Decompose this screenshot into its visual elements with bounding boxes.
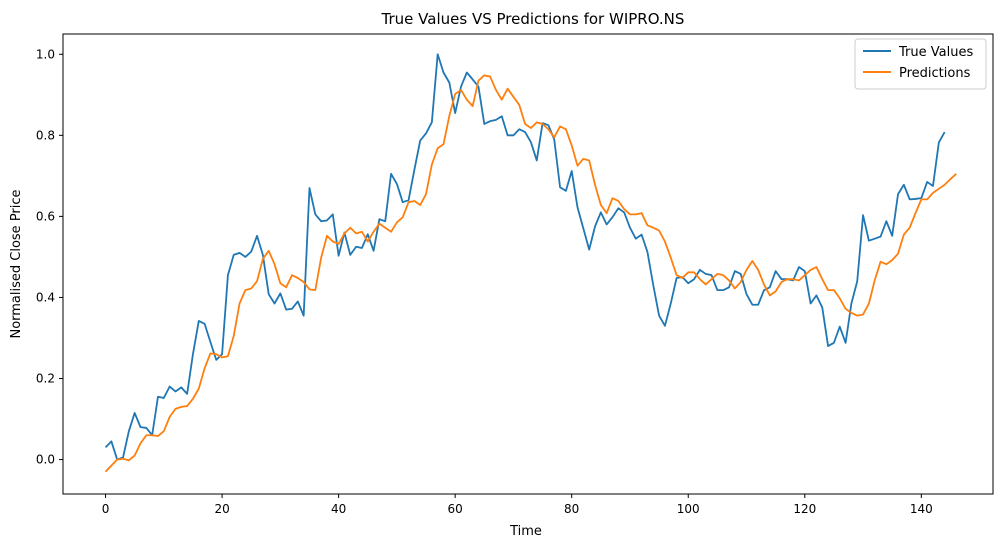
x-axis: 0 20 40 60 80 100 120 140 [102, 494, 933, 516]
series-layer [104, 53, 957, 473]
legend: True Values Predictions [854, 38, 987, 90]
legend-label-predictions: Predictions [899, 66, 971, 81]
plot-frame [62, 33, 994, 495]
x-tick-label: 60 [448, 502, 463, 516]
x-tick-label: 100 [677, 502, 700, 516]
y-tick-label: 0.2 [36, 371, 55, 385]
chart-title: True Values VS Predictions for WIPRO.NS [381, 10, 685, 28]
y-axis-title: Normalised Close Price [9, 189, 24, 338]
x-tick-label: 0 [102, 502, 110, 516]
x-tick-label: 40 [331, 502, 346, 516]
legend-label-true-values: True Values [898, 45, 973, 60]
x-tick-label: 140 [910, 502, 933, 516]
y-tick-label: 0.4 [36, 290, 55, 304]
x-tick-label: 80 [564, 502, 579, 516]
y-tick-label: 0.6 [36, 209, 55, 223]
y-tick-label: 1.0 [36, 47, 55, 61]
y-axis: 0.0 0.2 0.4 0.6 0.8 1.0 [36, 47, 63, 467]
series-line-true-values [104, 53, 946, 461]
series-line-predictions [104, 74, 957, 473]
y-tick-label: 0.8 [36, 128, 55, 142]
x-axis-title: Time [509, 524, 542, 539]
y-tick-label: 0.0 [36, 453, 55, 467]
x-tick-label: 20 [214, 502, 229, 516]
x-tick-label: 120 [793, 502, 816, 516]
